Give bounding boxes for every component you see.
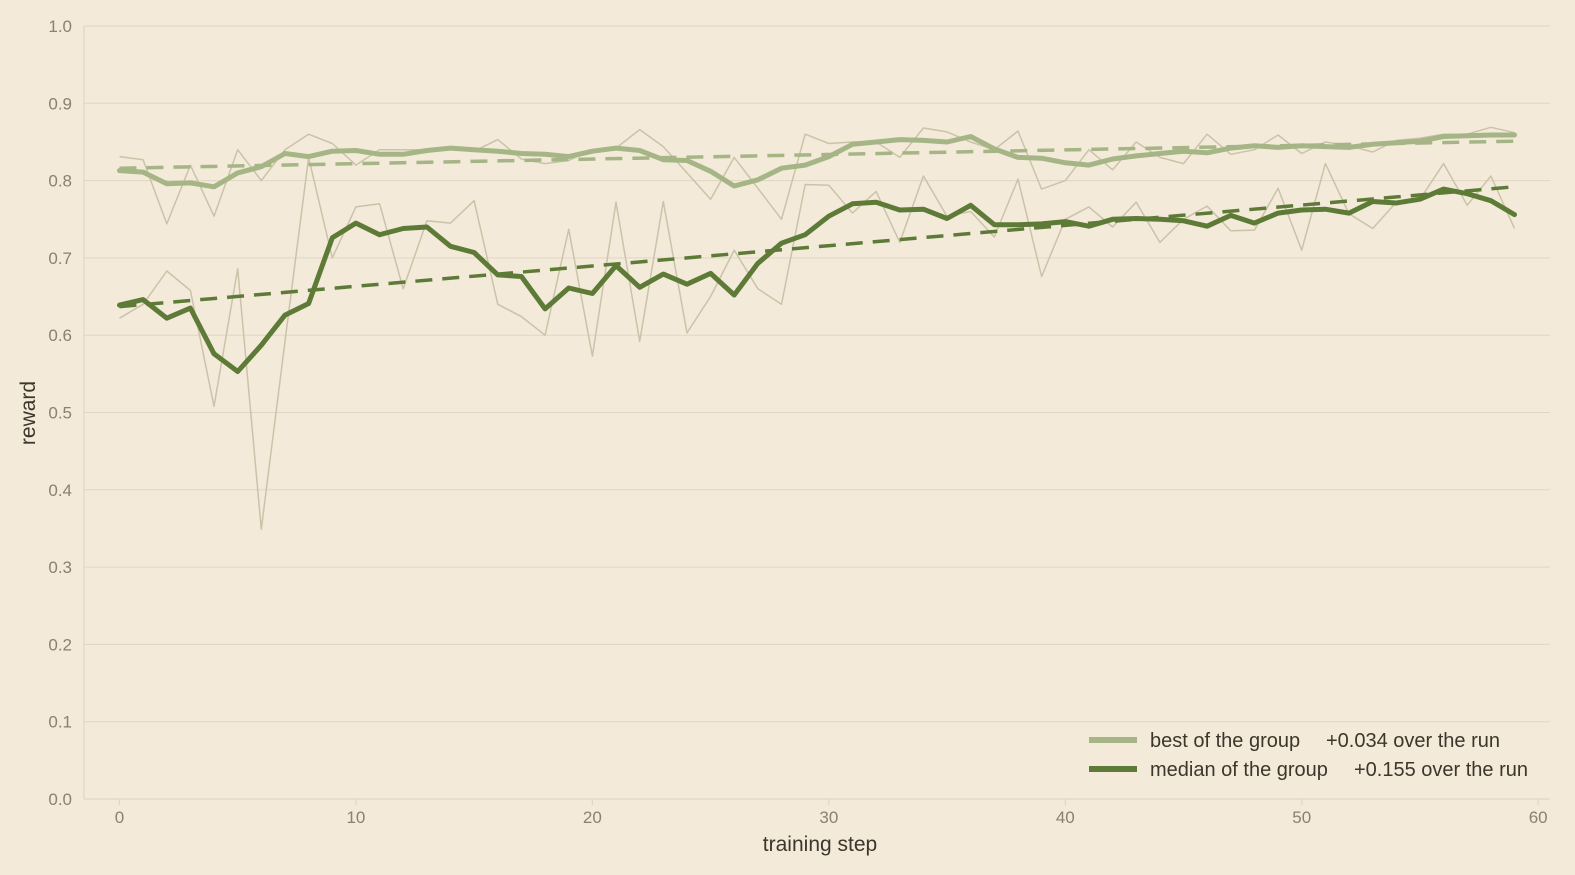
trend-line-median xyxy=(119,185,1515,309)
x-tick-label: 40 xyxy=(1056,808,1075,827)
legend-label-best: best of the group xyxy=(1150,730,1300,752)
y-tick-label: 0.2 xyxy=(48,635,72,654)
y-tick-label: 0.0 xyxy=(48,790,72,809)
x-tick-label: 0 xyxy=(115,808,124,827)
y-tick-label: 0.3 xyxy=(48,558,72,577)
x-tick-label: 50 xyxy=(1292,808,1311,827)
x-axis-title: training step xyxy=(763,833,877,856)
raw-series-layer xyxy=(119,126,1516,530)
legend-note-median: +0.155 over the run xyxy=(1354,759,1528,781)
raw-line-best xyxy=(119,126,1515,225)
smoothed-series-layer xyxy=(117,132,1517,374)
x-tick-label: 10 xyxy=(346,808,365,827)
smoothed-line-median xyxy=(117,186,1517,374)
y-tick-label: 0.7 xyxy=(48,249,72,268)
y-tick-label: 0.9 xyxy=(48,94,72,113)
tick-labels: 0.0 0.1 0.2 0.3 0.4 0.5 0.6 0.7 0.8 0.9 1.0 0 10 20 30… xyxy=(48,17,1547,827)
y-axis-title: reward xyxy=(17,381,40,445)
x-tick-label: 20 xyxy=(583,808,602,827)
x-tick-label: 30 xyxy=(819,808,838,827)
y-tick-label: 0.4 xyxy=(48,481,72,500)
x-tick-label: 60 xyxy=(1529,808,1548,827)
legend-note-best: +0.034 over the run xyxy=(1326,730,1500,752)
y-tick-label: 0.1 xyxy=(48,713,72,732)
y-tick-label: 0.8 xyxy=(48,172,72,191)
legend: best of the group +0.034 over the run me… xyxy=(1089,730,1528,781)
legend-entry-median: median of the group +0.155 over the run xyxy=(1089,759,1528,781)
y-tick-label: 0.5 xyxy=(48,404,72,423)
legend-label-median: median of the group xyxy=(1150,759,1328,781)
y-tick-label: 1.0 xyxy=(48,17,72,36)
axes xyxy=(83,26,1550,805)
y-tick-label: 0.6 xyxy=(48,326,72,345)
grid-lines xyxy=(84,25,1550,723)
raw-line-median xyxy=(119,156,1516,530)
smoothed-line-best xyxy=(117,132,1517,190)
legend-entry-best: best of the group +0.034 over the run xyxy=(1089,730,1500,752)
